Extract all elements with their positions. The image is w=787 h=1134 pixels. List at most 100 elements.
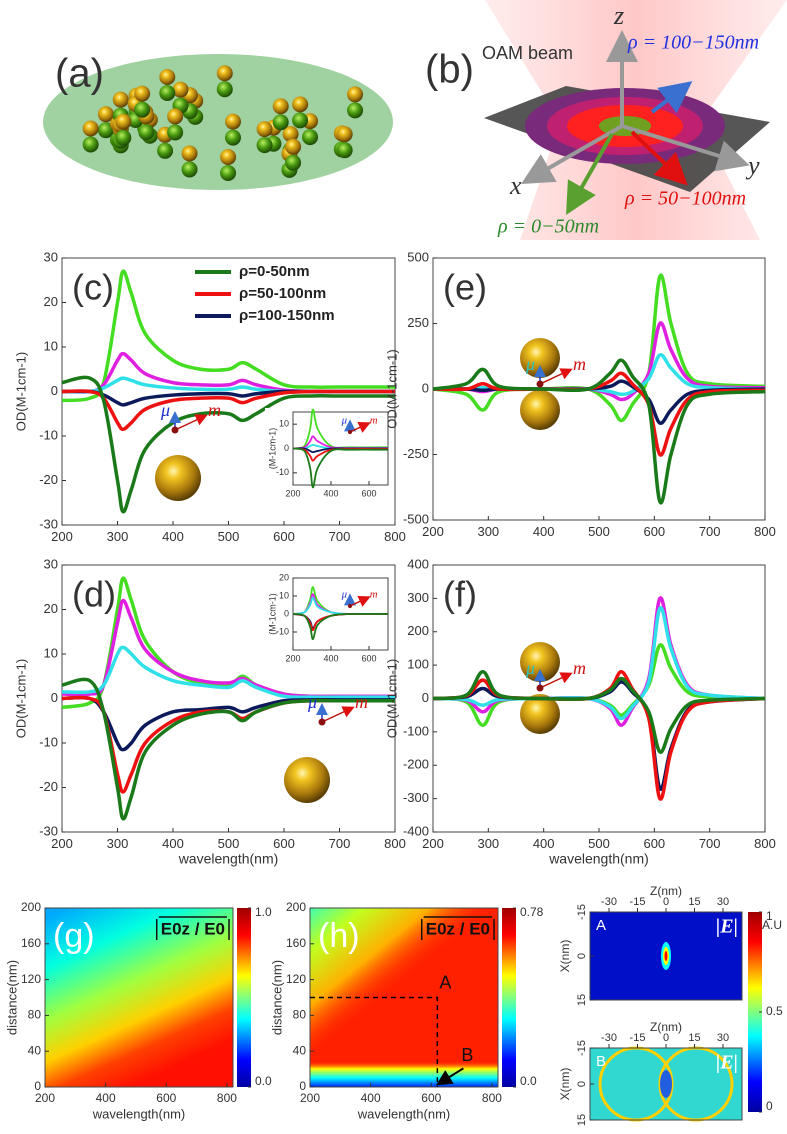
x-axis-label: wavelength(nm) [92, 1106, 186, 1121]
m-arrow [349, 595, 371, 607]
m-arrow [174, 414, 208, 431]
x-tick-label: 600 [156, 1091, 176, 1105]
particle [167, 124, 184, 141]
x-tick-label: 200 [422, 836, 444, 851]
y-tick-label: 40 [293, 1043, 307, 1057]
arrow [566, 133, 614, 215]
series-line [432, 606, 766, 721]
line-chart: 200 400 600 -10 0 10 μ⃗ m⃗ (M-1cm-1) [265, 408, 392, 499]
y-tick-label: 15 [576, 994, 588, 1006]
x-tick-label: 600 [273, 836, 295, 851]
y-tick-label: 0 [284, 608, 289, 618]
particle [272, 114, 289, 131]
particle [181, 161, 198, 178]
x-tick-label: 800 [384, 836, 406, 851]
particle [172, 81, 189, 98]
substrate [43, 54, 393, 190]
y-axis-label: distance(nm) [4, 960, 19, 1035]
y-tick-label: 10 [44, 338, 58, 353]
legend-label: ρ=0-50nm [239, 263, 310, 280]
inset-background [265, 574, 392, 664]
y-axis-label: distance(nm) [269, 960, 284, 1035]
particle [220, 149, 237, 166]
x-tick-label: 200 [285, 654, 300, 664]
x-tick-label: 600 [273, 529, 295, 544]
guide-line [310, 996, 439, 1087]
y-tick-label: 200 [407, 623, 429, 638]
x-tick-label: 200 [285, 489, 300, 499]
m-label: m⃗ [208, 400, 235, 420]
y-tick-label: -20 [39, 779, 58, 794]
x-axis-label: wavelength(nm) [178, 851, 279, 867]
particle [157, 142, 174, 159]
particle [256, 137, 273, 154]
arrow [650, 81, 693, 114]
x-tick-label: -15 [630, 1032, 646, 1044]
m-label: m⃗ [573, 658, 600, 678]
x-tick-label: 300 [477, 836, 499, 851]
y-tick-label: -15 [576, 1040, 588, 1056]
particle [97, 122, 114, 139]
panel-label: (c) [72, 267, 114, 308]
x-tick-label: 30 [717, 896, 729, 908]
m-arrow [539, 368, 573, 385]
x-tick-label: 700 [699, 836, 721, 851]
particle [159, 68, 176, 85]
y-tick-label: 30 [44, 556, 58, 571]
particle [155, 455, 201, 501]
x-tick-label: 600 [643, 836, 665, 851]
y-tick-label: -20 [39, 472, 58, 487]
series-line [61, 677, 395, 821]
series-line [432, 353, 766, 396]
dipole-center [318, 718, 326, 726]
y-tick-label: 0 [284, 443, 289, 453]
panel-b: (b) OAM beam z x y ρ = 100−150nm ρ = 50−… [425, 0, 787, 240]
x-tick-label: 400 [323, 654, 338, 664]
y-tick-label: 120 [286, 972, 306, 986]
y-tick-label: -400 [403, 823, 429, 838]
y-tick-label: 80 [293, 1008, 307, 1022]
map-title: E0z / E0 [426, 919, 490, 938]
axis-label: z [613, 1, 624, 30]
line-chart: 200 400 600 -10 0 10 20 μ⃗ m⃗ (M-1cm-1) [265, 572, 392, 664]
y-tick-label: -300 [403, 790, 429, 805]
field-map: -30 -15 0 15 30 -15 0 15 Z(nm) X(nm) B |E| [558, 1020, 743, 1126]
particle [216, 81, 233, 98]
particle [225, 113, 242, 130]
particle [347, 86, 364, 103]
x-tick-label: 700 [699, 524, 721, 539]
dipole-center [536, 684, 544, 692]
series-line [432, 670, 766, 754]
x-tick-label: 600 [421, 1091, 441, 1105]
y-tick-label: -200 [403, 757, 429, 772]
x-tick-label: -15 [630, 896, 646, 908]
panel-label: (a) [55, 52, 104, 96]
colorbar-label: 0 [766, 1099, 773, 1113]
x-axis-label: wavelength(nm) [548, 851, 649, 867]
x-tick-label: 400 [533, 524, 555, 539]
ring-label: ρ = 50−100nm [624, 188, 746, 210]
y-tick-label: 0 [422, 690, 429, 705]
x-tick-label: 700 [329, 836, 351, 851]
y-tick-label: 10 [279, 419, 289, 429]
y-tick-label: 20 [279, 572, 289, 582]
particle [272, 98, 289, 115]
x-tick-label: 500 [218, 529, 240, 544]
y-tick-label: 30 [44, 249, 58, 264]
series-line [432, 371, 766, 457]
legend-label: ρ=50-100nm [239, 285, 326, 302]
series-line [61, 375, 395, 514]
particle [159, 84, 176, 101]
x-tick-label: 200 [35, 1091, 55, 1105]
axis-label: x [509, 171, 522, 200]
y-tick-label: 20 [44, 294, 58, 309]
m-label: m⃗ [355, 692, 382, 712]
y-tick-label: 160 [21, 936, 41, 950]
series-line [432, 643, 766, 727]
y-tick-label: 0 [299, 1079, 306, 1093]
x-tick-label: 600 [361, 489, 376, 499]
x-tick-label: 800 [482, 1091, 502, 1105]
y-axis-label: OD(M-1cm-1) [13, 352, 28, 431]
